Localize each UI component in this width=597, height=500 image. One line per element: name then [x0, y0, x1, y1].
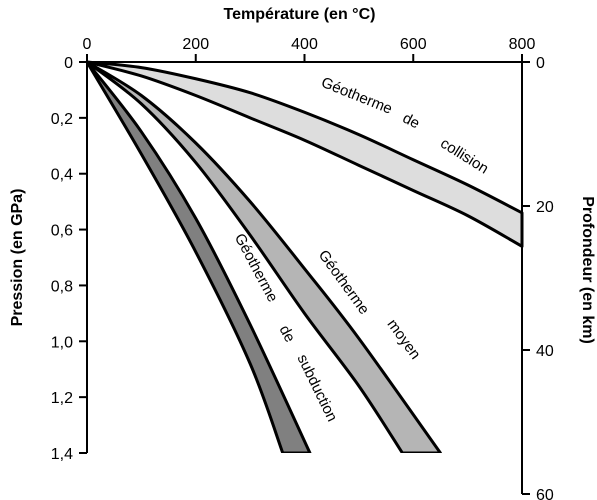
annotation-0-word-1: de: [400, 110, 423, 133]
axes-layer: 0 200 400 600 80000,20,40,60,81,01,21,402040…: [51, 36, 554, 500]
x-tick-label-3: 600: [400, 36, 427, 53]
y-right-tick-label-2: 40: [536, 343, 554, 360]
annotation-1-word-1: moyen: [384, 316, 424, 362]
y-left-tick-label-2: 0,4: [51, 167, 73, 184]
x-tick-label-2: 400: [291, 36, 318, 53]
annotation-0-word-0: Géotherme: [319, 74, 395, 118]
y-left-tick-label-4: 0,8: [51, 278, 73, 295]
y-left-tick-label-0: 0: [64, 55, 73, 72]
annotation-2-word-2: subduction: [294, 352, 341, 425]
y-right-tick-label-1: 20: [536, 199, 554, 216]
y-right-axis-title: Profondeur (en km): [579, 196, 596, 344]
y-left-tick-label-1: 0,2: [51, 111, 73, 128]
annotation-0-word-2: collision: [437, 135, 491, 178]
y-left-tick-label-6: 1,2: [51, 390, 73, 407]
y-left-tick-label-5: 1,0: [51, 334, 73, 351]
y-right-tick-label-0: 0: [536, 55, 545, 72]
annotation-2-word-1: de: [276, 323, 299, 346]
band-g-otherme-moyen: [85, 60, 442, 453]
bands-layer: [85, 60, 524, 453]
y-right-tick-label-3: 60: [536, 487, 554, 500]
y-left-tick-label-7: 1,4: [51, 446, 73, 463]
y-left-tick-label-3: 0,6: [51, 223, 73, 240]
x-tick-label-0: 0: [83, 36, 92, 53]
x-axis-title: Température (en °C): [224, 6, 376, 23]
x-tick-label-4: 800: [509, 36, 536, 53]
band-g-otherme-de-subduction: [85, 60, 312, 453]
x-tick-label-1: 200: [182, 36, 209, 53]
y-left-axis-title: Pression (en GPa): [9, 189, 26, 327]
